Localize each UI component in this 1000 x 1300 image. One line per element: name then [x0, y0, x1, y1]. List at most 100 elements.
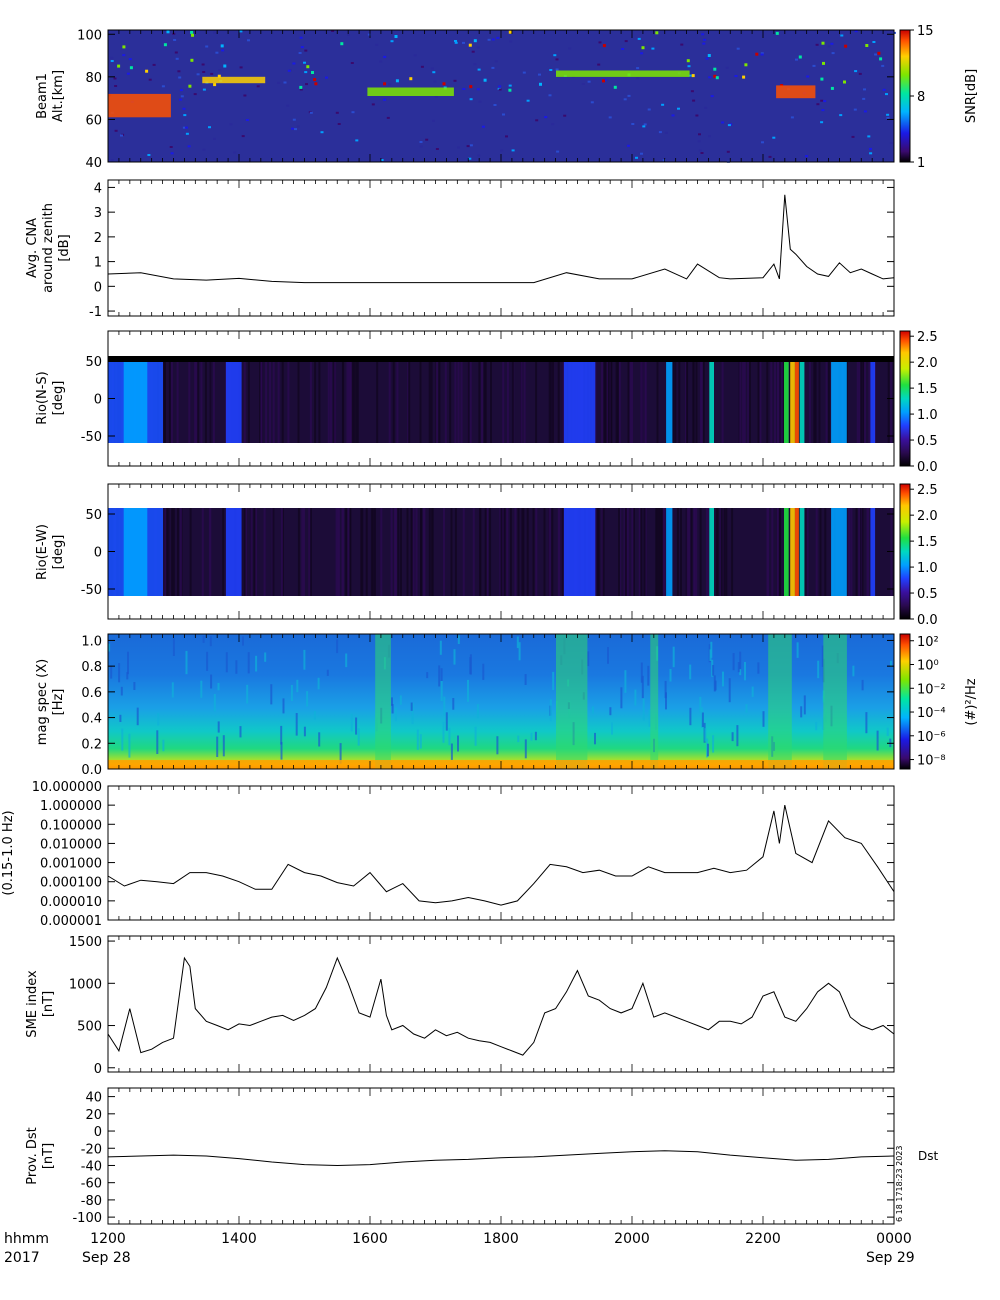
snr-speckle	[454, 40, 457, 42]
snr-speckle	[500, 149, 504, 152]
rio-background-streak	[523, 362, 526, 443]
rio-background-streak	[423, 508, 426, 596]
rio-background-streak	[819, 508, 822, 596]
sme-ylabel-line2: [nT]	[41, 991, 56, 1017]
rio-ns-colorbar-ticks: 0.0 0.5 1.0 1.5 2.0 2.5	[910, 330, 938, 475]
rio-background-streak	[400, 508, 402, 596]
rio-background-streak	[609, 362, 611, 443]
y-tick-label: 1.000000	[40, 799, 102, 814]
rio-background-streak	[813, 362, 816, 443]
mag-noise	[815, 721, 818, 731]
rio-background-streak	[520, 362, 523, 443]
snr-echo-layer	[556, 70, 690, 77]
mag-noise	[452, 698, 455, 710]
rio-absorption-streak	[795, 362, 799, 443]
rio-background-streak	[349, 362, 352, 443]
snr-speckle	[375, 43, 379, 46]
snr-speckle	[502, 113, 505, 116]
rio-background-streak	[462, 508, 465, 596]
mag-noise	[712, 735, 715, 753]
y-tick-label: 50	[85, 508, 102, 523]
snr-speckle	[522, 71, 526, 74]
rio-background-streak	[457, 362, 460, 443]
rio-background-streak	[643, 508, 646, 596]
rio-absorption-streak	[225, 508, 242, 596]
snr-speckle	[858, 72, 862, 75]
rio-background-streak	[501, 508, 504, 596]
rio-background-streak	[656, 362, 659, 443]
snr-speckle	[120, 134, 123, 137]
y-tick-label: 0.6	[81, 686, 102, 701]
rio-background-streak	[644, 362, 647, 443]
snr-echo-pixel	[744, 63, 748, 67]
snr-speckle	[886, 113, 890, 116]
rio-background-streak	[604, 362, 607, 443]
snr-speckle	[664, 131, 668, 134]
snr-speckle	[643, 123, 647, 126]
rio-background-streak	[674, 362, 677, 443]
rio-background-streak	[168, 362, 171, 443]
mag-noise	[239, 726, 242, 738]
rio-background-streak	[514, 508, 517, 596]
snr-speckle	[110, 56, 114, 59]
dst-line	[107, 1150, 895, 1167]
rio-background-streak	[601, 362, 604, 443]
snr-echo-pixel	[145, 69, 149, 73]
colorbar-tick-label: 10⁻⁴	[917, 706, 946, 721]
y-tick-label: 3	[94, 206, 102, 221]
snr-speckle	[863, 88, 866, 91]
rio-ew-colorbar	[899, 483, 911, 620]
rio-background-streak	[623, 508, 626, 596]
snr-speckle	[202, 88, 206, 91]
y-tick-label: -20	[81, 1142, 102, 1157]
rio-background-streak	[699, 508, 702, 596]
snr-speckle	[466, 145, 470, 148]
mag-noise	[119, 714, 122, 722]
mag-noise	[745, 704, 748, 713]
snr-speckle	[621, 48, 625, 50]
snr-speckle	[304, 71, 308, 74]
cna-line	[107, 194, 895, 284]
snr-speckle	[703, 38, 707, 41]
rio-background-streak	[412, 508, 415, 596]
x-tick-label: 2000	[614, 1231, 650, 1247]
rio-background-streak	[484, 508, 487, 596]
rio-background-streak	[196, 362, 199, 443]
rio-background-streak	[397, 508, 400, 596]
rio-absorption-streak	[799, 508, 805, 596]
rio-absorption-streak	[225, 362, 242, 443]
snr-speckle	[637, 37, 641, 40]
snr-speckle	[205, 45, 209, 48]
snr-speckle	[286, 104, 290, 107]
snr-speckle	[493, 104, 497, 106]
rio-absorption-streak	[563, 508, 596, 596]
snr-echo-pixel	[798, 55, 802, 59]
snr-echo-pixel	[655, 31, 659, 35]
snr-y-axis: 40 60 80 100	[77, 28, 894, 171]
rio-background-streak	[715, 508, 718, 596]
rio-background-streak	[297, 508, 300, 596]
rio-absorption-streak	[784, 508, 789, 596]
snr-speckle	[627, 94, 631, 97]
mag-noise	[443, 696, 446, 716]
snr-echo-pixel	[613, 85, 617, 89]
rio-background-streak	[806, 508, 809, 596]
snr-echo-pixel	[442, 82, 446, 86]
rio-background-streak	[372, 508, 375, 596]
snr-speckle	[831, 52, 835, 55]
snr-echo-layer	[108, 93, 171, 118]
snr-speckle	[812, 64, 816, 67]
snr-speckle	[608, 116, 612, 119]
panel-mag-spec: 0.0 0.2 0.4 0.6 0.8 1.0 mag spec (X) [Hz] 10⁻…	[35, 633, 979, 778]
snr-echo-pixel	[539, 82, 542, 86]
snr-speckle	[508, 84, 512, 87]
plot-stamp: 6 18 1718:23 2023	[895, 1146, 904, 1223]
rio-absorption-streak	[790, 362, 795, 443]
colorbar-tick-label: 0.0	[917, 460, 938, 475]
mag-noise	[609, 707, 612, 716]
rio-background-streak	[318, 362, 321, 443]
mag-noise	[410, 702, 413, 711]
rio-background-streak	[222, 508, 225, 596]
mag-noise	[524, 674, 527, 685]
rio-background-streak	[757, 362, 760, 443]
